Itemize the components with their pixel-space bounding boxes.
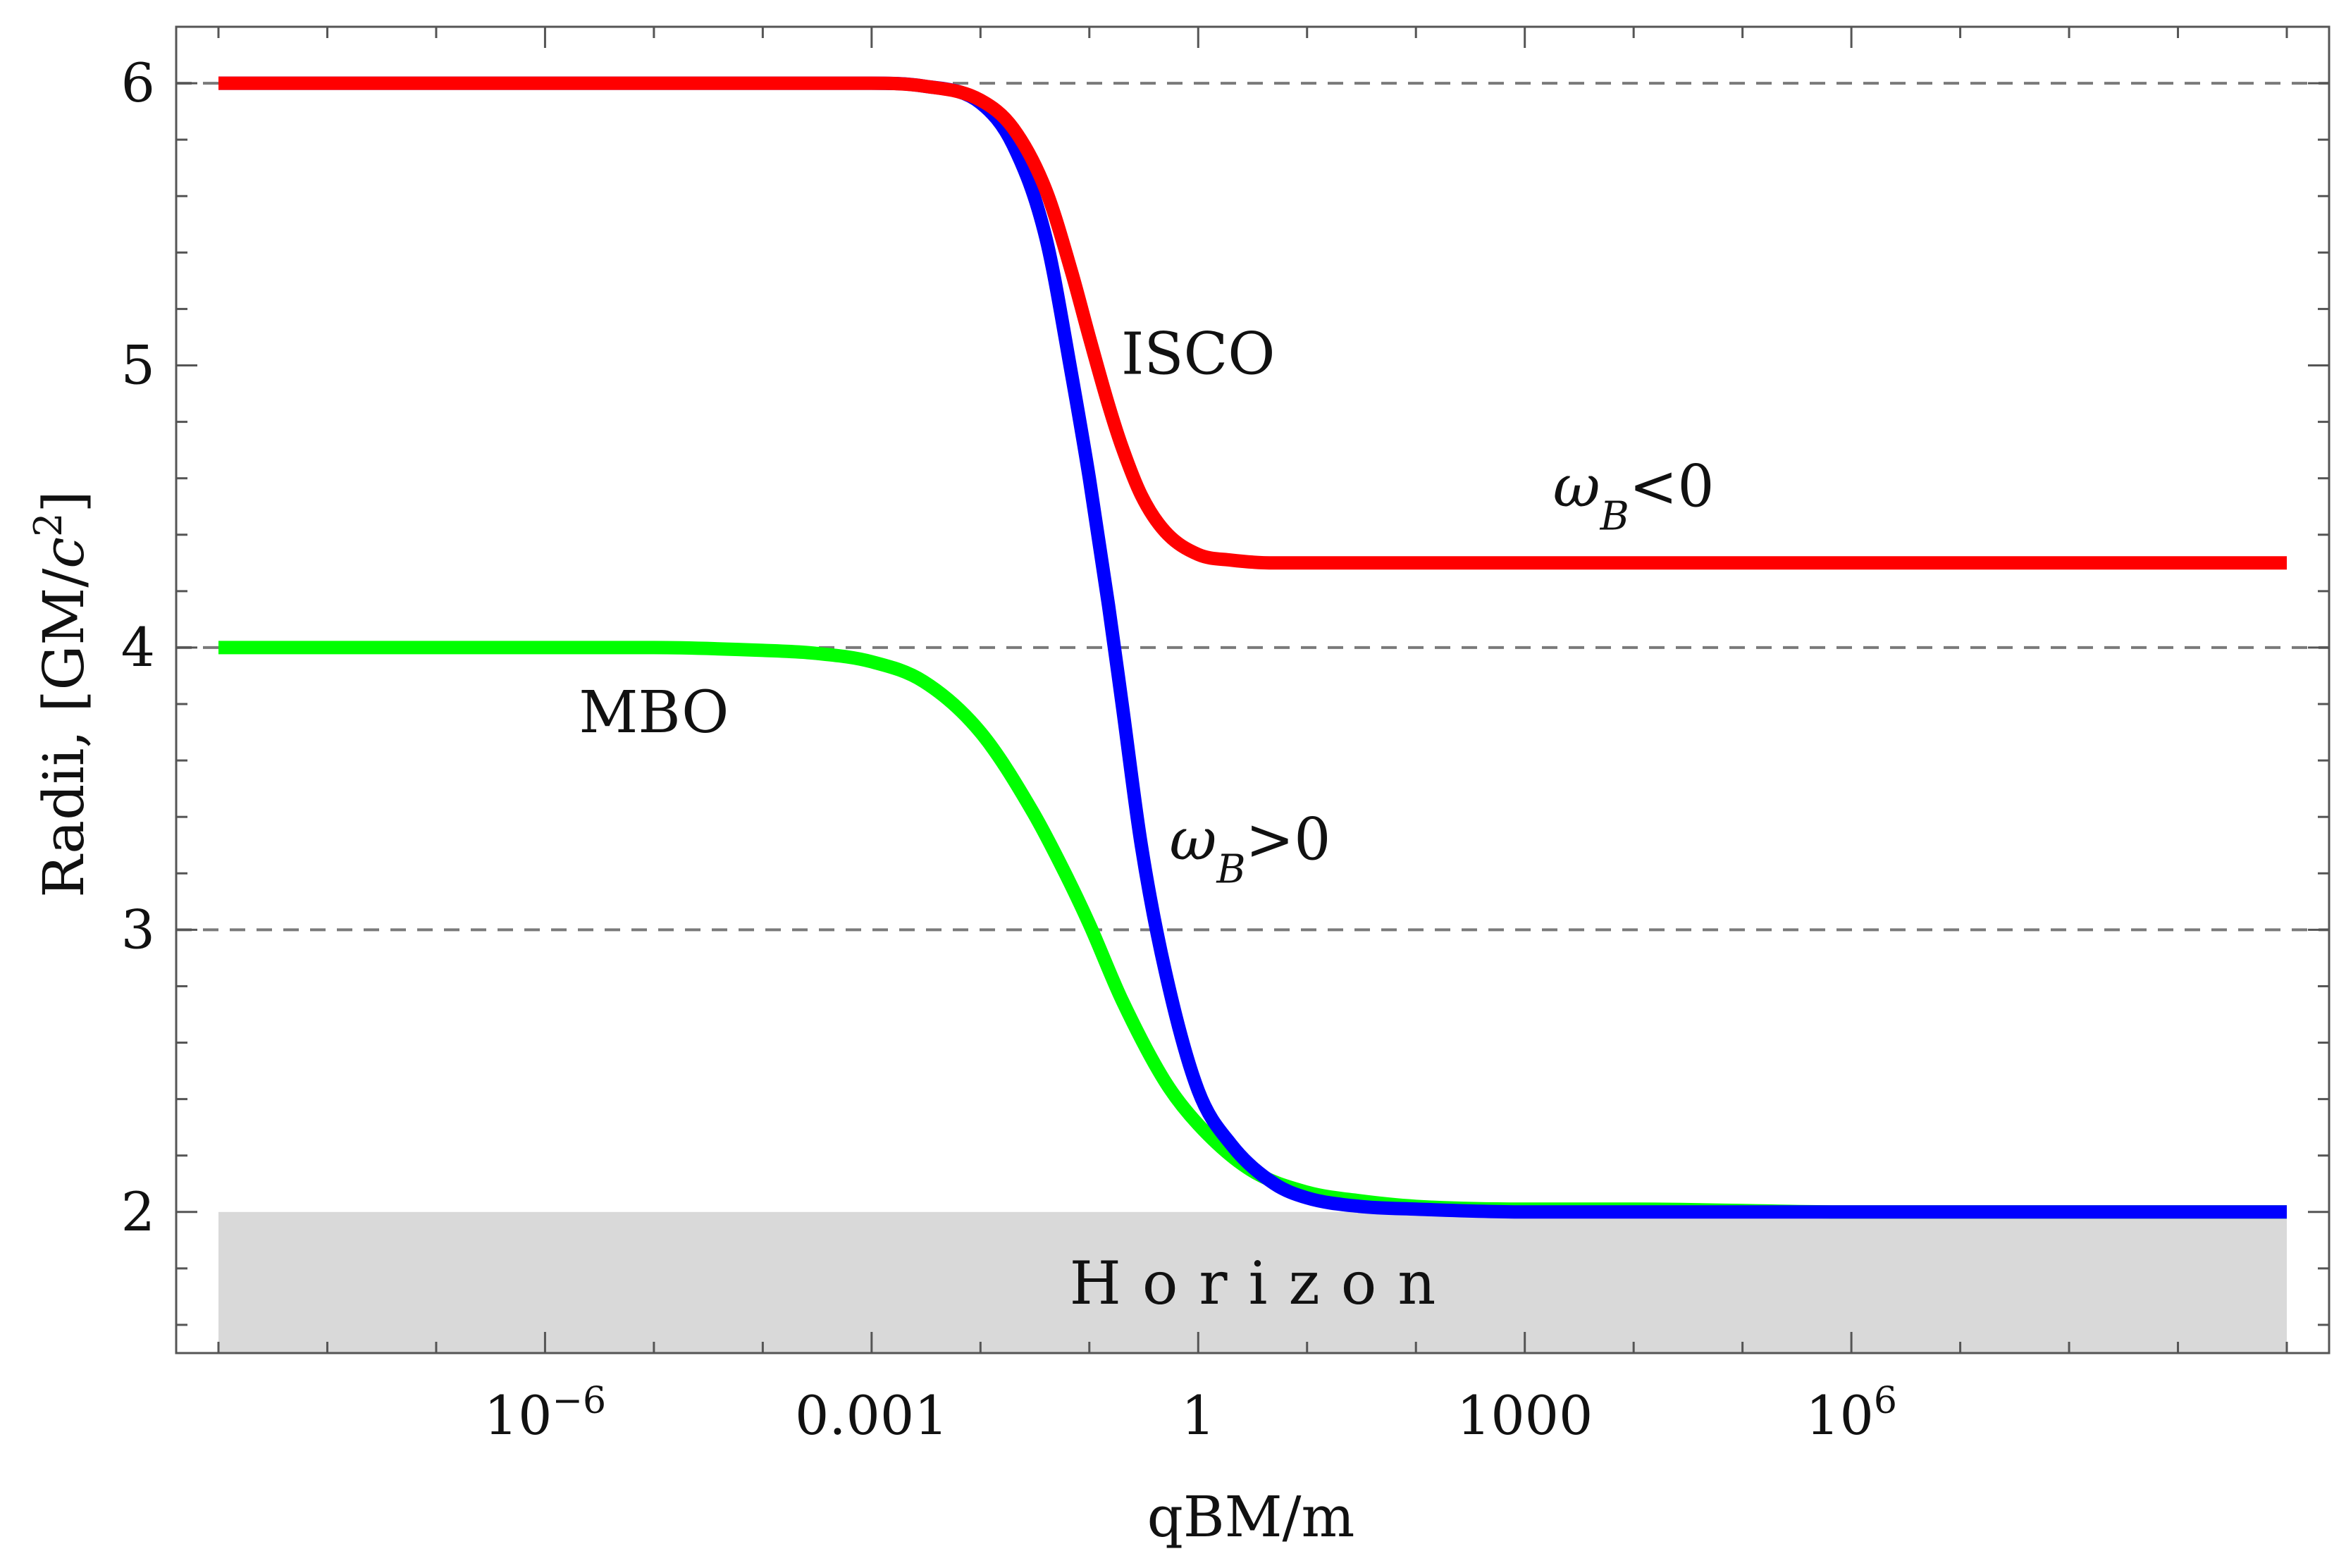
x-tick-label: 1 (1181, 1384, 1215, 1447)
y-tick-label: 6 (121, 51, 155, 114)
annotation-isco: ISCO (1121, 321, 1276, 388)
x-tick-label: 1000 (1457, 1384, 1593, 1447)
series-layer (218, 76, 2287, 1219)
horizon-layer: Horizon (218, 1211, 2287, 1353)
y-tick-label: 3 (121, 898, 155, 961)
y-tick-label: 2 (121, 1180, 155, 1243)
tick-marks (176, 25, 2329, 1353)
y-tick-label: 4 (121, 616, 155, 679)
x-tick-label: 0.001 (795, 1384, 949, 1447)
annotation-mbo: MBO (579, 679, 729, 746)
series-line-isco-b-0 (218, 76, 2287, 570)
horizon-label: Horizon (1070, 1249, 1457, 1318)
reference-lines (176, 82, 2329, 932)
tick-labels: 2 3 4 5 6 10−6 0.001 1 1000 106 (121, 51, 1897, 1447)
plot-frame (175, 25, 2330, 1354)
horizon-region (218, 1211, 2287, 1353)
y-axis-label: Radii, [GM/c2] (26, 490, 97, 897)
annotation-wneg: ωB<0 (1553, 454, 1715, 540)
x-axis-label: qBM/m (1147, 1484, 1355, 1550)
plot-border (175, 25, 2330, 1354)
x-tick-label: 106 (1805, 1380, 1897, 1447)
x-tick-label: 10−6 (484, 1380, 606, 1447)
annotations: ISCO ωB<0 ωB>0 MBO (579, 321, 1714, 892)
y-tick-label: 5 (121, 334, 155, 397)
annotation-wpos: ωB>0 (1170, 806, 1331, 892)
